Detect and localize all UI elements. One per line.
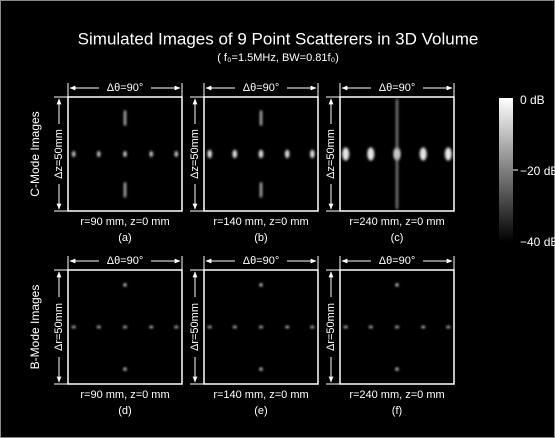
caption: r=240 mm, z=0 mm — [349, 216, 444, 228]
caption: r=240 mm, z=0 mm — [349, 389, 444, 401]
scatterer — [233, 150, 237, 158]
colorbar-label: 0 dB — [520, 93, 545, 107]
panel-letter: (d) — [118, 405, 131, 417]
scatterer — [124, 368, 127, 371]
caption: r=140 mm, z=0 mm — [213, 216, 308, 228]
scatterer — [310, 150, 314, 158]
scatterer — [260, 368, 263, 371]
scatterer — [259, 326, 263, 328]
title: Simulated Images of 9 Point Scatterers i… — [78, 29, 479, 48]
panel-letter: (c) — [391, 232, 404, 244]
scatterer — [396, 99, 398, 209]
scatterer — [97, 151, 100, 157]
height-label: Δr=50mm — [53, 303, 65, 351]
scatterer — [369, 326, 373, 328]
scatterer — [446, 326, 450, 328]
height-label: Δz=50mm — [189, 129, 201, 179]
height-label: Δz=50mm — [325, 129, 337, 179]
scatterer — [233, 326, 237, 328]
scatterer — [208, 326, 212, 328]
caption: r=90 mm, z=0 mm — [80, 216, 169, 228]
scatterer — [123, 326, 127, 328]
figure: Simulated Images of 9 Point Scatterers i… — [0, 0, 555, 438]
scatterer — [175, 151, 178, 157]
scatterer — [421, 326, 425, 328]
width-label: Δθ=90° — [107, 255, 144, 267]
scatterer — [174, 326, 178, 328]
scatterer — [149, 326, 153, 328]
scatterer — [124, 283, 127, 286]
width-label: Δθ=90° — [107, 82, 144, 94]
scatterer — [124, 111, 126, 126]
caption: r=140 mm, z=0 mm — [213, 389, 308, 401]
scatterer — [260, 183, 262, 198]
scatterer — [259, 150, 263, 158]
subtitle: ( f₀=1.5MHz, BW=0.81f₀) — [217, 52, 339, 64]
width-label: Δθ=90° — [379, 255, 416, 267]
height-label: Δr=50mm — [325, 303, 337, 351]
panel-letter: (e) — [254, 405, 267, 417]
row-label: C-Mode Images — [28, 111, 42, 196]
scatterer — [72, 326, 76, 328]
height-label: Δr=50mm — [189, 303, 201, 351]
height-label: Δz=50mm — [53, 129, 65, 179]
panel-letter: (f) — [392, 405, 402, 417]
scatterer — [310, 326, 314, 328]
scatterer — [396, 368, 399, 371]
scatterer — [344, 326, 348, 328]
scatterer — [395, 326, 399, 328]
colorbar-label: −40 dB — [520, 235, 555, 249]
width-label: Δθ=90° — [379, 82, 416, 94]
colorbar — [499, 98, 513, 242]
scatterer — [123, 151, 126, 157]
row-label: B-Mode Images — [28, 285, 42, 370]
scatterer — [207, 150, 211, 158]
panel-letter: (a) — [118, 232, 131, 244]
caption: r=90 mm, z=0 mm — [80, 389, 169, 401]
scatterer — [396, 283, 399, 286]
colorbar-label: −20 dB — [520, 164, 555, 178]
scatterer — [124, 183, 126, 198]
scatterer — [445, 147, 452, 160]
scatterer — [420, 147, 427, 160]
scatterer — [72, 151, 75, 157]
width-label: Δθ=90° — [243, 82, 280, 94]
scatterer — [367, 147, 374, 160]
scatterer — [285, 326, 289, 328]
scatterer — [342, 147, 349, 160]
scatterer — [285, 150, 289, 158]
panel-letter: (b) — [254, 232, 267, 244]
scatterer — [260, 283, 263, 286]
width-label: Δθ=90° — [243, 255, 280, 267]
scatterer — [97, 326, 101, 328]
scatterer — [150, 151, 153, 157]
scatterer — [260, 111, 262, 126]
